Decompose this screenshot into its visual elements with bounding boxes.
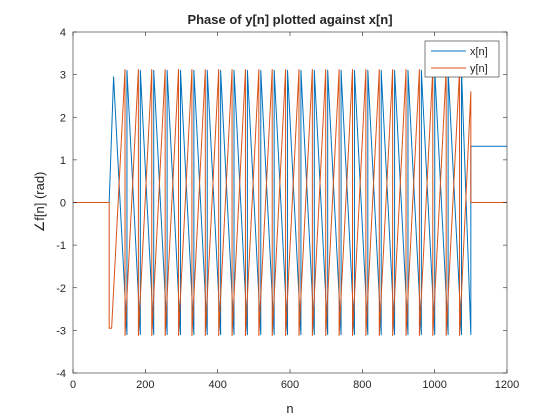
chart-title: Phase of y[n] plotted against x[n] (187, 12, 392, 27)
y-tick-label: -4 (56, 368, 66, 380)
y-axis-ticks: -4 -3 -2 -1 0 1 2 3 4 (56, 27, 507, 380)
x-tick-label: 200 (136, 379, 154, 391)
series-line-y (73, 69, 507, 336)
y-tick-label: 1 (60, 155, 66, 167)
x-axis-ticks: 0 200 400 600 800 1000 1200 (70, 32, 519, 391)
y-tick-label: -1 (56, 240, 66, 252)
x-tick-label: 400 (208, 379, 226, 391)
x-tick-label: 1200 (495, 379, 519, 391)
x-tick-label: 800 (353, 379, 371, 391)
y-tick-label: -2 (56, 283, 66, 295)
y-tick-label: -3 (56, 325, 66, 337)
x-axis-label: n (286, 401, 293, 416)
legend-label-y: y[n] (470, 63, 488, 75)
y-tick-label: 4 (60, 27, 66, 39)
x-tick-label: 0 (70, 379, 76, 391)
legend-label-x: x[n] (470, 46, 488, 58)
y-tick-label: 0 (60, 198, 66, 210)
series-line-x (73, 69, 507, 336)
x-tick-label: 600 (281, 379, 299, 391)
x-tick-label: 1000 (422, 379, 446, 391)
series-layer (73, 69, 507, 336)
y-tick-label: 2 (60, 112, 66, 124)
y-axis-label: ∠f[n] (rad) (32, 172, 47, 233)
legend[interactable]: x[n] y[n] (424, 40, 500, 78)
y-tick-label: 3 (60, 70, 66, 82)
legend-box (424, 40, 500, 78)
